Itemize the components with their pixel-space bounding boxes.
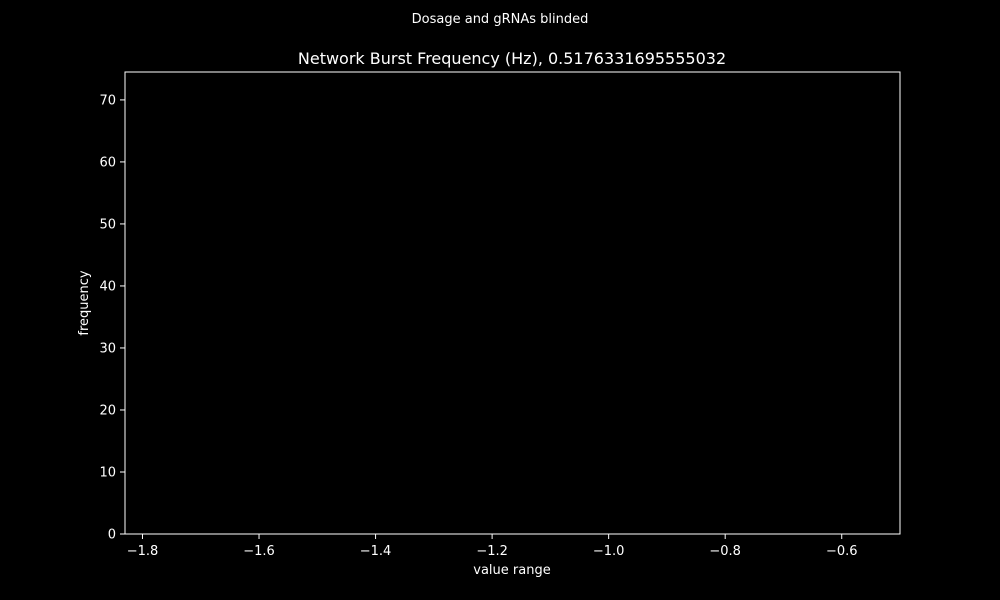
y-axis: 0 10 20 30 40 50 60 70 xyxy=(99,93,125,543)
x-tick-label: −1.4 xyxy=(360,544,392,559)
figure-suptitle: Dosage and gRNAs blinded xyxy=(412,12,589,27)
y-tick-label: 10 xyxy=(99,465,116,480)
x-tick-label: −0.8 xyxy=(709,544,741,559)
y-tick-label: 60 xyxy=(99,155,116,170)
y-tick-label: 20 xyxy=(99,403,116,418)
y-tick-label: 30 xyxy=(99,341,116,356)
y-tick-label: 50 xyxy=(99,217,116,232)
x-tick-label: −1.2 xyxy=(476,544,508,559)
x-tick-label: −1.0 xyxy=(593,544,625,559)
x-axis: −1.8 −1.6 −1.4 −1.2 −1.0 −0.8 −0.6 xyxy=(127,534,858,559)
y-tick-label: 0 xyxy=(108,528,116,543)
chart-title: Network Burst Frequency (Hz), 0.51763316… xyxy=(298,49,726,68)
x-axis-label: value range xyxy=(473,563,550,578)
plot-area xyxy=(124,71,901,535)
y-axis-label: frequency xyxy=(77,270,92,336)
y-tick-label: 70 xyxy=(99,93,116,108)
x-tick-label: −0.6 xyxy=(826,544,858,559)
x-tick-label: −1.6 xyxy=(243,544,275,559)
y-tick-label: 40 xyxy=(99,279,116,294)
x-tick-label: −1.8 xyxy=(127,544,159,559)
